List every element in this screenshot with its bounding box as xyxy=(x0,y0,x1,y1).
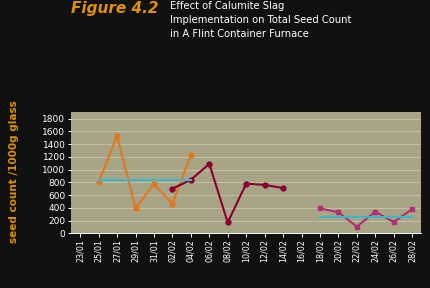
Text: Effect of Calumite Slag
Implementation on Total Seed Count
in A Flint Container : Effect of Calumite Slag Implementation o… xyxy=(170,1,351,39)
Text: Figure 4.2: Figure 4.2 xyxy=(71,1,158,16)
Text: seed count /1000g glass: seed count /1000g glass xyxy=(9,100,19,243)
